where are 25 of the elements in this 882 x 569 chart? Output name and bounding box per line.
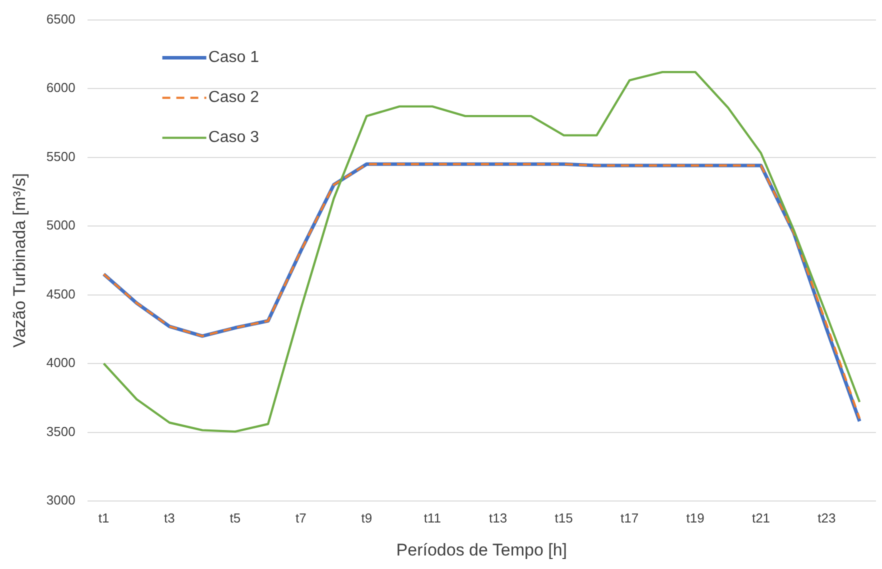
y-tick-label: 4000 [46, 355, 76, 370]
x-tick-label: t19 [686, 510, 704, 526]
x-tick-label: t7 [296, 510, 306, 526]
x-tick-label: t15 [554, 510, 573, 526]
x-tick-label: t17 [620, 510, 639, 526]
legend-label: Caso 3 [208, 129, 260, 146]
x-tick-label: t5 [230, 510, 241, 526]
y-tick-label: 5500 [46, 148, 76, 164]
x-tick-label: t3 [164, 510, 175, 526]
y-tick-label: 6000 [46, 80, 76, 96]
x-tick-label: t9 [361, 510, 372, 526]
x-axis-title: Períodos de Tempo [h] [396, 540, 568, 560]
x-tick-label: t1 [98, 510, 110, 526]
y-tick-label: 3000 [46, 492, 76, 508]
y-axis-title: Vazão Turbinada [m³/s] [10, 173, 29, 348]
x-tick-label: t11 [424, 510, 441, 526]
legend-label: Caso 2 [208, 89, 260, 106]
y-tick-label: 4500 [46, 286, 76, 302]
x-tick-label: t23 [818, 510, 836, 526]
y-tick-label: 5000 [46, 218, 76, 233]
y-tick-label: 3500 [46, 424, 76, 439]
legend-label: Caso 1 [208, 49, 260, 66]
x-tick-label: t13 [489, 510, 508, 526]
y-tick-label: 6500 [46, 11, 76, 26]
x-tick-label: t21 [752, 510, 770, 526]
